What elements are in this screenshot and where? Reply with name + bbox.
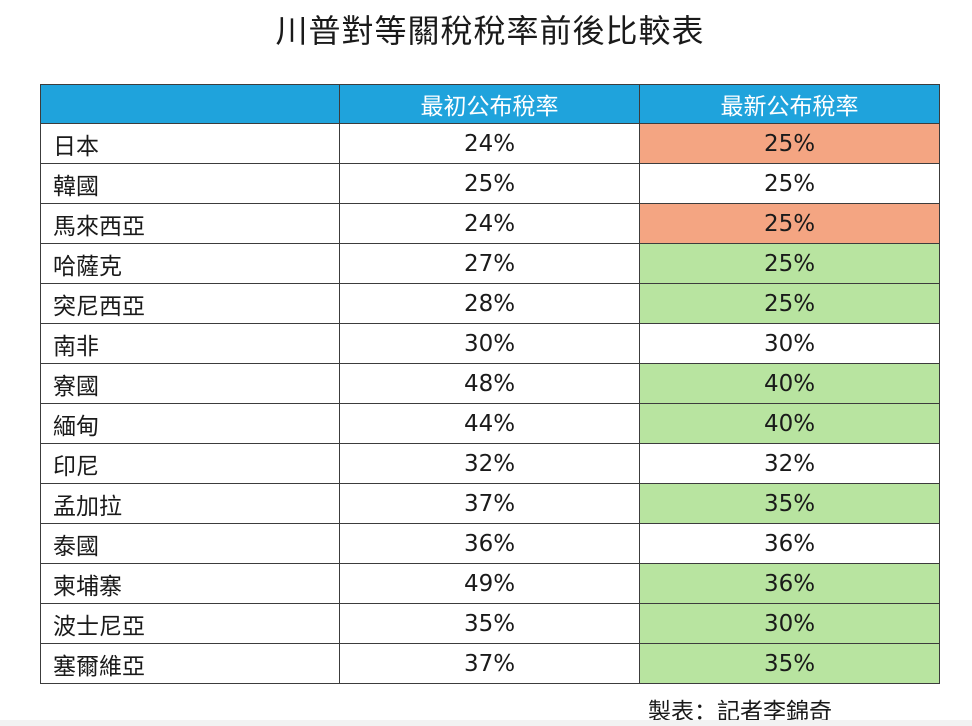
tariff-comparison-table: 最初公布稅率 最新公布稅率 日本 24% 25% 韓國 25% 25% 馬來西亞 24% 25%… bbox=[40, 84, 940, 684]
table-row: 波士尼亞 35% 30% bbox=[40, 603, 940, 644]
latest-rate-cell: 30% bbox=[639, 323, 940, 364]
table-row: 馬來西亞 24% 25% bbox=[40, 203, 940, 244]
initial-rate-cell: 37% bbox=[339, 483, 640, 524]
latest-rate-cell: 35% bbox=[639, 483, 940, 524]
initial-rate-cell: 48% bbox=[339, 363, 640, 404]
country-cell: 寮國 bbox=[40, 363, 340, 404]
country-cell: 哈薩克 bbox=[40, 243, 340, 284]
table-row: 柬埔寨 49% 36% bbox=[40, 563, 940, 604]
country-cell: 日本 bbox=[40, 123, 340, 164]
initial-rate-cell: 24% bbox=[339, 203, 640, 244]
latest-rate-cell: 25% bbox=[639, 243, 940, 284]
country-cell: 韓國 bbox=[40, 163, 340, 204]
initial-rate-cell: 44% bbox=[339, 403, 640, 444]
initial-rate-cell: 36% bbox=[339, 523, 640, 564]
initial-rate-cell: 24% bbox=[339, 123, 640, 164]
country-cell: 馬來西亞 bbox=[40, 203, 340, 244]
latest-rate-cell: 25% bbox=[639, 123, 940, 164]
initial-rate-cell: 37% bbox=[339, 643, 640, 684]
country-cell: 塞爾維亞 bbox=[40, 643, 340, 684]
latest-rate-cell: 32% bbox=[639, 443, 940, 484]
initial-rate-cell: 27% bbox=[339, 243, 640, 284]
latest-rate-cell: 25% bbox=[639, 163, 940, 204]
country-cell: 波士尼亞 bbox=[40, 603, 340, 644]
table-row: 哈薩克 27% 25% bbox=[40, 243, 940, 284]
latest-rate-cell: 30% bbox=[639, 603, 940, 644]
bottom-bar bbox=[0, 720, 972, 726]
header-latest-rate: 最新公布稅率 bbox=[639, 84, 940, 124]
latest-rate-cell: 40% bbox=[639, 363, 940, 404]
table-row: 韓國 25% 25% bbox=[40, 163, 940, 204]
table-row: 塞爾維亞 37% 35% bbox=[40, 643, 940, 684]
latest-rate-cell: 36% bbox=[639, 523, 940, 564]
initial-rate-cell: 49% bbox=[339, 563, 640, 604]
latest-rate-cell: 25% bbox=[639, 283, 940, 324]
table-body: 日本 24% 25% 韓國 25% 25% 馬來西亞 24% 25% 哈薩克 27% 25% 突尼西亞 2… bbox=[40, 123, 940, 684]
country-cell: 緬甸 bbox=[40, 403, 340, 444]
table-row: 南非 30% 30% bbox=[40, 323, 940, 364]
table-row: 日本 24% 25% bbox=[40, 123, 940, 164]
table-row: 緬甸 44% 40% bbox=[40, 403, 940, 444]
initial-rate-cell: 25% bbox=[339, 163, 640, 204]
initial-rate-cell: 35% bbox=[339, 603, 640, 644]
table-row: 孟加拉 37% 35% bbox=[40, 483, 940, 524]
header-initial-rate: 最初公布稅率 bbox=[339, 84, 640, 124]
table-row: 泰國 36% 36% bbox=[40, 523, 940, 564]
country-cell: 印尼 bbox=[40, 443, 340, 484]
header-country bbox=[40, 84, 340, 124]
latest-rate-cell: 36% bbox=[639, 563, 940, 604]
country-cell: 柬埔寨 bbox=[40, 563, 340, 604]
table-row: 寮國 48% 40% bbox=[40, 363, 940, 404]
country-cell: 泰國 bbox=[40, 523, 340, 564]
latest-rate-cell: 35% bbox=[639, 643, 940, 684]
page-title: 川普對等關稅稅率前後比較表 bbox=[275, 12, 705, 50]
latest-rate-cell: 40% bbox=[639, 403, 940, 444]
latest-rate-cell: 25% bbox=[639, 203, 940, 244]
table-row: 印尼 32% 32% bbox=[40, 443, 940, 484]
country-cell: 突尼西亞 bbox=[40, 283, 340, 324]
initial-rate-cell: 30% bbox=[339, 323, 640, 364]
initial-rate-cell: 28% bbox=[339, 283, 640, 324]
initial-rate-cell: 32% bbox=[339, 443, 640, 484]
table-header-row: 最初公布稅率 最新公布稅率 bbox=[40, 84, 940, 124]
table-row: 突尼西亞 28% 25% bbox=[40, 283, 940, 324]
country-cell: 孟加拉 bbox=[40, 483, 340, 524]
country-cell: 南非 bbox=[40, 323, 340, 364]
